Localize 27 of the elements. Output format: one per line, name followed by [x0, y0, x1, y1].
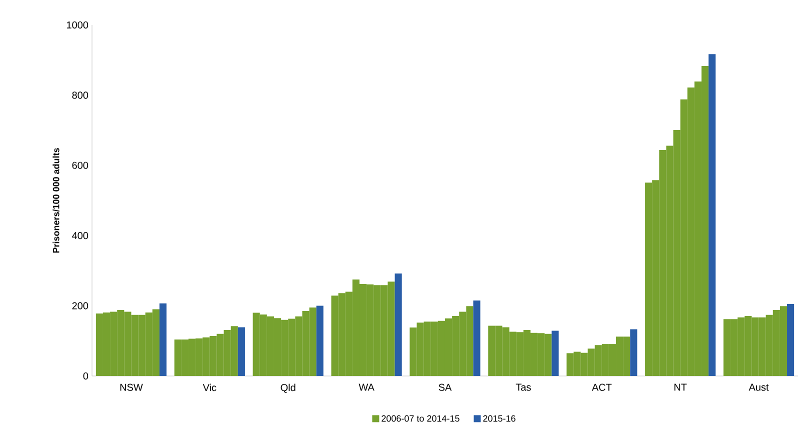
x-tick-label: Vic: [202, 384, 216, 392]
bar: [316, 306, 324, 376]
y-tick-label: 200: [72, 302, 88, 310]
x-tick-label: ACT: [592, 384, 612, 391]
bar: [159, 303, 167, 376]
x-tick-label: WA: [358, 384, 374, 391]
x-tick-label: Aust: [748, 384, 769, 391]
y-axis-title: Prisoners/100 000 adults: [52, 148, 60, 253]
bar: [473, 300, 480, 376]
x-tick-label: Qld: [280, 384, 296, 393]
bar: [630, 329, 638, 376]
bar: [394, 273, 402, 376]
bar: [238, 327, 245, 376]
y-tick-label: 400: [72, 232, 88, 240]
legend-label: 2015-16: [483, 415, 516, 422]
x-tick-label: Tas: [516, 384, 531, 391]
y-tick-label: 0: [83, 372, 88, 380]
y-tick-label: 600: [72, 162, 88, 169]
y-tick-label: 1000: [66, 21, 88, 29]
x-tick-label: NSW: [120, 384, 143, 391]
bar: [708, 54, 716, 376]
y-tick-label: 800: [72, 92, 88, 99]
bar: [552, 330, 559, 376]
legend-label: 2006-07 to 2014-15: [382, 415, 460, 422]
bar: [787, 304, 794, 376]
x-tick-label: SA: [438, 384, 452, 391]
x-tick-label: NT: [674, 384, 687, 391]
